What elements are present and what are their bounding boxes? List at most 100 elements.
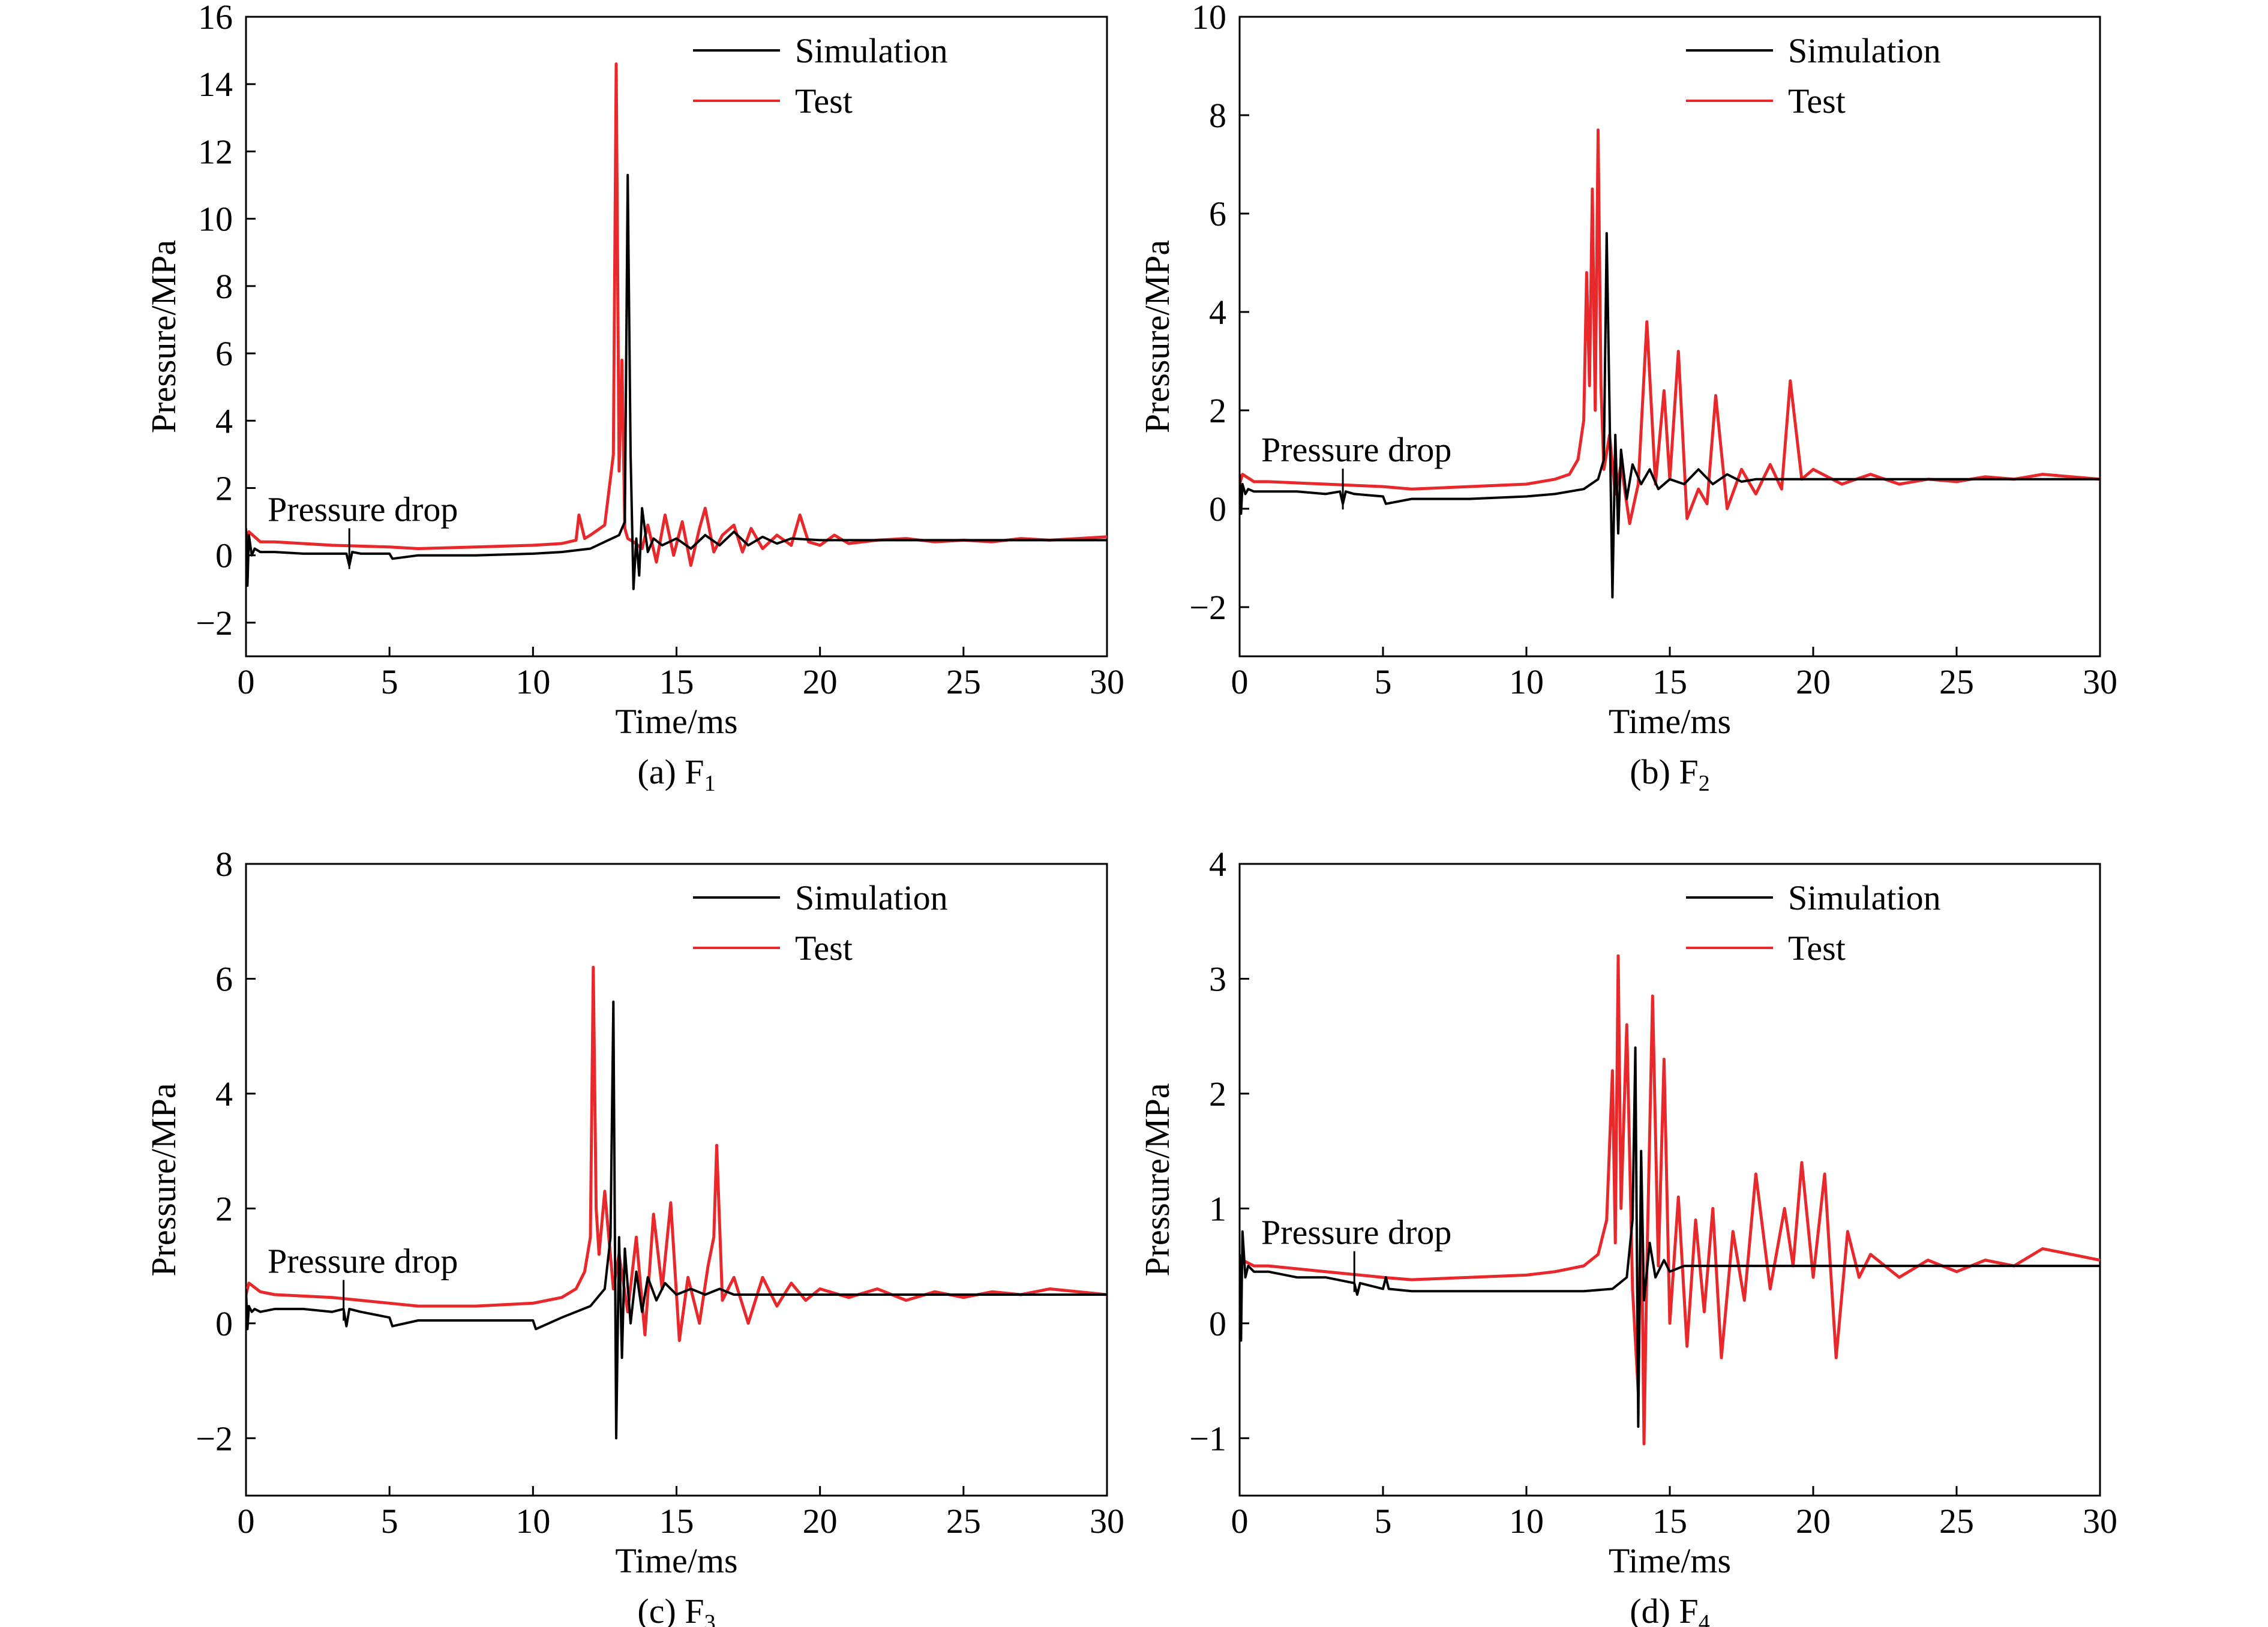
y-tick-label: −2 (196, 1419, 233, 1458)
x-tick-label: 0 (238, 662, 255, 701)
plot-frame (1238, 863, 2101, 1497)
panel-caption: (d) F4 (1630, 1592, 1709, 1627)
caption-subscript: 3 (704, 1610, 716, 1627)
legend-label-simulation: Simulation (1788, 878, 1941, 917)
panel-caption: (b) F2 (1630, 752, 1709, 796)
caption-text: (d) F (1630, 1592, 1698, 1627)
x-tick-label: 5 (1375, 1502, 1392, 1541)
caption-subscript: 2 (1699, 771, 1710, 796)
plot-frame (1238, 16, 2101, 658)
x-tick-label: 15 (1652, 1502, 1687, 1541)
y-tick-label: 0 (1209, 490, 1226, 529)
x-tick-label: 0 (1231, 1502, 1249, 1541)
y-tick-label: 0 (215, 536, 233, 575)
y-tick-label: 4 (1209, 293, 1226, 332)
plot-frame (245, 863, 1108, 1497)
caption-text: (c) F (637, 1592, 704, 1627)
y-tick-label: 2 (215, 1189, 233, 1228)
series-line-test (1240, 954, 2100, 1446)
chart-panel-a: 0 5 10 15 20 25 30−20246810121416Time/msPressu… (144, 0, 1124, 796)
y-tick-label: 8 (1209, 96, 1226, 135)
caption-text: (b) F (1630, 752, 1698, 791)
caption-subscript: 1 (704, 771, 716, 796)
y-tick-label: 4 (215, 401, 233, 440)
y-tick-label: 8 (215, 267, 233, 306)
x-tick-label: 30 (2083, 662, 2117, 701)
x-tick-label: 0 (1231, 662, 1249, 701)
y-tick-label: 4 (215, 1074, 233, 1113)
y-tick-label: 3 (1209, 959, 1226, 998)
y-tick-label: −1 (1189, 1419, 1226, 1458)
x-tick-label: 10 (1509, 1502, 1544, 1541)
legend-label-test: Test (1788, 82, 1846, 121)
y-tick-label: 16 (198, 0, 233, 37)
series-line-simulation (246, 173, 1107, 590)
x-tick-label: 20 (1796, 662, 1831, 701)
panel-caption: (a) F1 (637, 752, 715, 796)
y-tick-label: 10 (198, 200, 233, 239)
x-axis-title: Time/ms (615, 702, 737, 741)
y-tick-label: 2 (1209, 391, 1226, 430)
y-tick-label: 2 (215, 469, 233, 508)
panel-caption: (c) F3 (637, 1592, 715, 1627)
series-line-test (246, 965, 1107, 1342)
y-tick-label: 6 (215, 334, 233, 373)
legend-label-simulation: Simulation (1788, 31, 1941, 70)
chart-panel-d: 0 5 10 15 20 25 30 −1 0 1 2 3 4 Time/ms Pressure/MPa (d… (1138, 845, 2117, 1627)
plot-frame (245, 16, 1108, 658)
x-tick-label: 5 (1375, 662, 1392, 701)
pressure-drop-annotation: Pressure drop (1261, 430, 1451, 469)
x-axis-title: Time/ms (1609, 1541, 1731, 1580)
caption-subscript: 4 (1699, 1610, 1710, 1627)
y-tick-label: 0 (215, 1304, 233, 1343)
legend-label-test: Test (1788, 929, 1846, 968)
x-tick-label: 10 (515, 1502, 550, 1541)
y-tick-label: −2 (1189, 588, 1226, 627)
y-axis-title: Pressure/MPa (1138, 1083, 1177, 1276)
y-tick-label: 1 (1209, 1189, 1226, 1228)
y-tick-label: 14 (198, 65, 233, 104)
chart-panel-b: 0 5 10 15 20 25 30−20246810Time/msPressure/MPa… (1138, 0, 2117, 796)
x-axis-title: Time/ms (1609, 702, 1731, 741)
series-line-simulation (246, 1000, 1107, 1440)
x-tick-label: 30 (2083, 1502, 2117, 1541)
pressure-drop-annotation: Pressure drop (268, 490, 458, 529)
x-tick-label: 20 (803, 662, 838, 701)
x-tick-label: 0 (238, 1502, 255, 1541)
series-line-simulation (1240, 232, 2100, 599)
y-axis-title: Pressure/MPa (1138, 240, 1177, 433)
x-axis-title: Time/ms (615, 1541, 737, 1580)
y-tick-label: 0 (1209, 1304, 1226, 1343)
y-axis-title: Pressure/MPa (144, 1083, 183, 1276)
x-tick-label: 15 (659, 662, 694, 701)
x-tick-label: 30 (1090, 1502, 1124, 1541)
y-tick-label: 6 (215, 959, 233, 998)
legend-label-test: Test (795, 82, 853, 121)
y-tick-label: 4 (1209, 845, 1226, 884)
y-tick-label: −2 (196, 604, 233, 643)
x-tick-label: 20 (1796, 1502, 1831, 1541)
x-tick-label: 15 (1652, 662, 1687, 701)
x-tick-label: 10 (515, 662, 550, 701)
pressure-drop-annotation: Pressure drop (268, 1242, 458, 1281)
legend-label-test: Test (795, 929, 853, 968)
x-tick-label: 10 (1509, 662, 1544, 701)
y-tick-label: 6 (1209, 194, 1226, 233)
x-tick-label: 5 (381, 1502, 398, 1541)
x-tick-label: 25 (1939, 1502, 1974, 1541)
x-tick-label: 25 (1939, 662, 1974, 701)
caption-text: (a) F (637, 752, 704, 791)
x-tick-label: 5 (381, 662, 398, 701)
x-tick-label: 20 (803, 1502, 838, 1541)
legend-label-simulation: Simulation (795, 31, 948, 70)
chart-panel-c: 0 5 10 15 20 25 30 −2 0 2 4 6 8 Time/ms Pressure/MPa (c… (144, 845, 1124, 1627)
legend-label-simulation: Simulation (795, 878, 948, 917)
y-axis-title: Pressure/MPa (144, 240, 183, 433)
y-tick-label: 2 (1209, 1074, 1226, 1113)
x-tick-label: 15 (659, 1502, 694, 1541)
series-line-test (246, 62, 1107, 567)
series-line-simulation (1240, 1046, 2100, 1428)
pressure-drop-annotation: Pressure drop (1261, 1213, 1451, 1252)
y-tick-label: 8 (215, 845, 233, 884)
